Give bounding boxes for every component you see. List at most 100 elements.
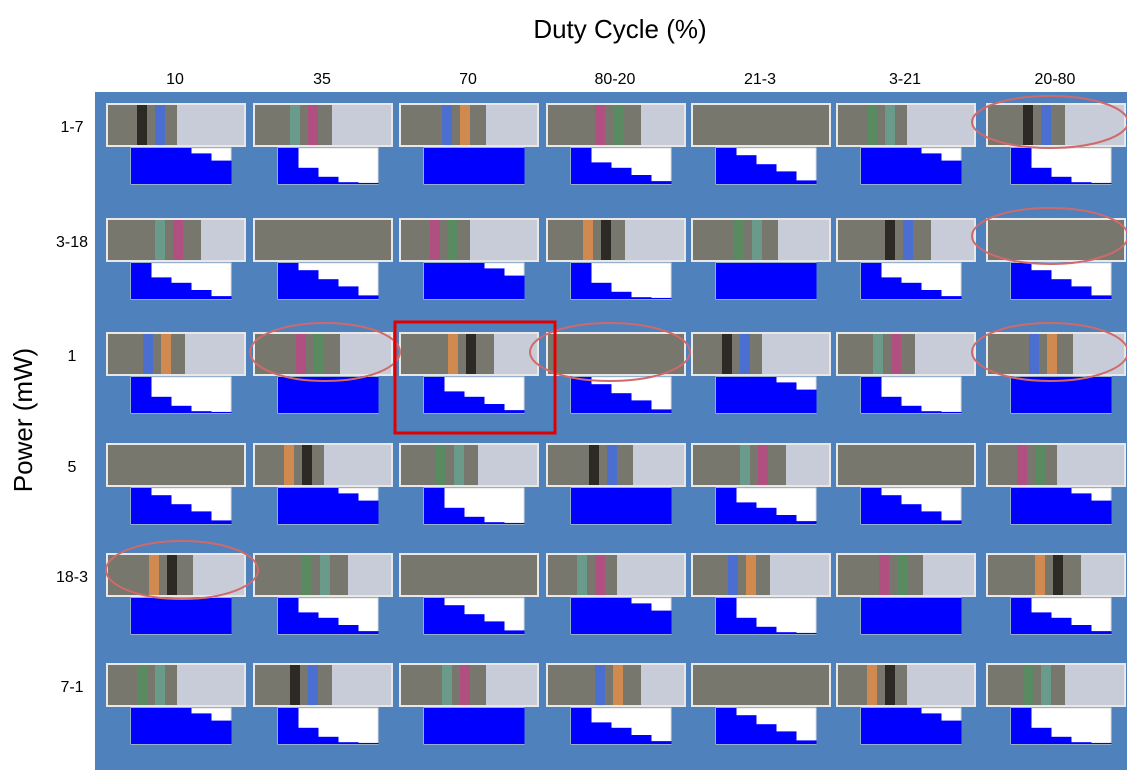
micrograph-band xyxy=(314,334,324,374)
micrograph xyxy=(106,443,246,487)
step-fill xyxy=(716,488,737,524)
step-fill xyxy=(444,263,465,299)
step-fill xyxy=(191,511,212,524)
micrograph-band xyxy=(137,665,147,705)
step-fill xyxy=(591,488,612,524)
micrograph-band xyxy=(1041,105,1051,145)
step-fill xyxy=(736,263,757,299)
step-fill xyxy=(151,598,172,634)
micrograph-band xyxy=(161,334,171,374)
micrograph-band xyxy=(885,665,895,705)
step-fill xyxy=(1051,377,1072,413)
step-fill xyxy=(591,384,612,413)
step-fill xyxy=(504,275,525,299)
step-fill xyxy=(756,164,777,184)
step-fill xyxy=(484,621,505,634)
row-label: 7-1 xyxy=(60,679,83,696)
step-fill xyxy=(591,598,612,634)
step-fill xyxy=(338,286,359,299)
micrograph-band xyxy=(436,445,446,485)
step-fill xyxy=(571,377,592,413)
micrograph-bright xyxy=(1065,105,1124,145)
step-fill xyxy=(776,632,797,634)
micrograph-band xyxy=(302,445,312,485)
step-fill xyxy=(464,708,485,744)
step-fill xyxy=(901,282,922,299)
micrograph-band xyxy=(867,665,877,705)
micrograph-band xyxy=(577,555,587,595)
step-fill xyxy=(921,411,942,413)
micrograph-band xyxy=(448,334,458,374)
step-fill xyxy=(716,377,737,413)
micrograph-band xyxy=(302,555,312,595)
micrograph-band xyxy=(454,445,464,485)
micrograph-band xyxy=(1029,334,1039,374)
micrograph xyxy=(836,443,976,487)
step-fill xyxy=(131,598,152,634)
step-fill xyxy=(736,617,757,634)
step-fill xyxy=(171,405,192,413)
step-fill xyxy=(631,297,652,299)
micrograph-band xyxy=(722,334,732,374)
micrograph-bright xyxy=(332,665,391,705)
micrograph-band xyxy=(740,334,750,374)
micrograph-bright xyxy=(915,334,974,374)
step-fill xyxy=(776,171,797,184)
step-fill xyxy=(756,724,777,744)
micrograph-bright xyxy=(633,445,684,485)
step-fill xyxy=(921,290,942,299)
step-fill xyxy=(796,263,817,299)
step-fill xyxy=(1031,612,1052,634)
panel xyxy=(95,92,1127,770)
micrograph-band xyxy=(448,220,458,260)
step-fill xyxy=(278,598,299,634)
micrograph-band xyxy=(320,555,330,595)
step-fill xyxy=(1091,182,1112,184)
step-fill xyxy=(941,411,962,413)
step-fill xyxy=(651,488,672,524)
column-label: 20-80 xyxy=(1035,71,1076,88)
step-fill xyxy=(211,296,232,299)
step-fill xyxy=(484,148,505,184)
micrograph-band xyxy=(290,665,300,705)
step-fill xyxy=(901,148,922,184)
step-fill xyxy=(151,495,172,524)
step-fill xyxy=(921,511,942,524)
step-fill xyxy=(1031,488,1052,524)
step-fill xyxy=(444,507,465,524)
micrograph-band xyxy=(613,665,623,705)
step-fill xyxy=(796,521,817,524)
step-fill xyxy=(484,708,505,744)
step-fill xyxy=(1051,736,1072,744)
step-fill xyxy=(1091,742,1112,744)
step-fill xyxy=(756,626,777,634)
micrograph-bright xyxy=(177,665,244,705)
step-fill xyxy=(1031,377,1052,413)
micrograph-band xyxy=(167,555,177,595)
step-fill xyxy=(318,176,339,184)
micrograph-band xyxy=(595,555,605,595)
micrograph-band xyxy=(1035,445,1045,485)
micrograph-band xyxy=(885,220,895,260)
row-label: 18-3 xyxy=(56,569,88,586)
cells xyxy=(106,103,1126,745)
step-fill xyxy=(631,603,652,634)
micrograph-bright xyxy=(641,665,684,705)
micrograph-bright xyxy=(1065,665,1124,705)
x-axis-title: Duty Cycle (%) xyxy=(533,14,706,44)
micrograph-band xyxy=(758,445,768,485)
step-fill xyxy=(1031,270,1052,299)
step-fill xyxy=(358,742,379,744)
highlight-ellipse xyxy=(971,322,1127,382)
micrograph-band xyxy=(734,220,744,260)
step-fill xyxy=(901,504,922,524)
micrograph-bright xyxy=(486,105,537,145)
micrograph-bright xyxy=(348,555,391,595)
step-fill xyxy=(651,297,672,299)
micrograph-band xyxy=(873,334,883,374)
step-fill xyxy=(776,263,797,299)
micrograph-band xyxy=(460,665,470,705)
step-fill xyxy=(921,598,942,634)
step-fill xyxy=(318,736,339,744)
step-fill xyxy=(131,708,152,744)
